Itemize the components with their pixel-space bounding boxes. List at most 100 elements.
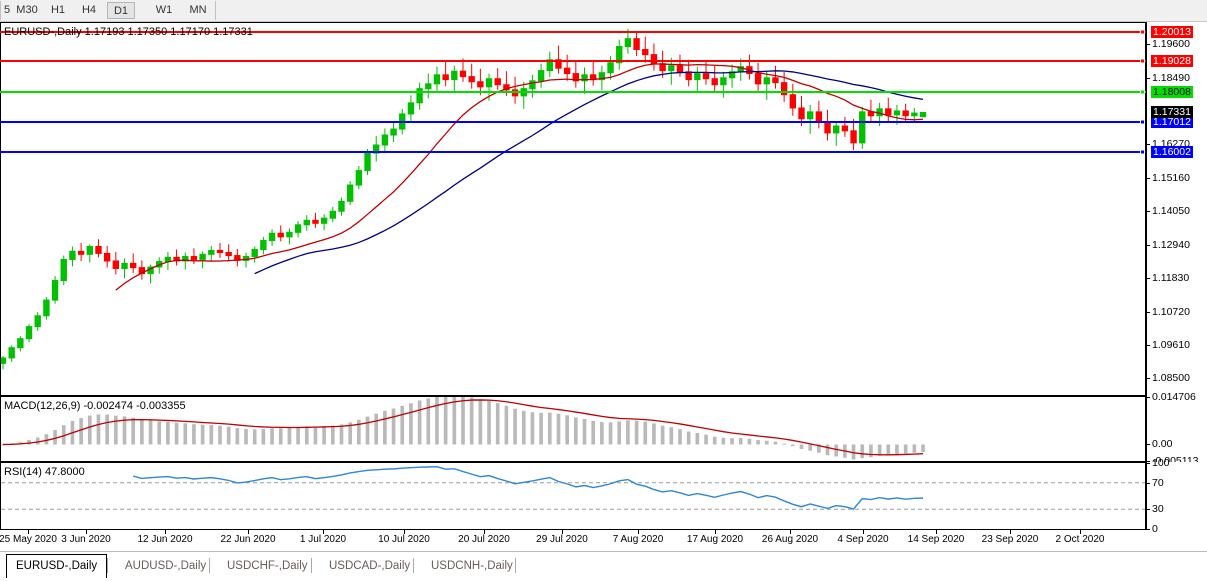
- macd-histogram-bar: [513, 408, 517, 445]
- macd-histogram-bar: [617, 421, 622, 445]
- candle-body: [885, 108, 892, 116]
- price-tick-label: 1.12940: [1152, 238, 1190, 251]
- date-axis[interactable]: 25 May 2020 3 Jun 2020 12 Jun 2020 22 Jun 2…: [0, 530, 1146, 550]
- timeframe-button-h1[interactable]: H1: [50, 4, 66, 16]
- candle-body: [633, 38, 640, 50]
- level-line-resistance[interactable]: [0, 60, 1146, 63]
- level-price-tag[interactable]: 1.20013: [1151, 25, 1193, 38]
- candle-body: [919, 111, 927, 118]
- macd-signal-line: [2, 399, 924, 456]
- date-tick-label: 22 Jun 2020: [220, 534, 276, 545]
- candle-body: [624, 38, 632, 47]
- candle-body: [451, 70, 458, 81]
- level-price-tag[interactable]: 1.18008: [1151, 86, 1193, 99]
- level-line-handle[interactable]: [1140, 119, 1145, 125]
- timeframe-button-h4[interactable]: H4: [81, 4, 97, 16]
- macd-histogram-bar: [799, 444, 804, 450]
- timeframe-button-mn[interactable]: MN: [189, 4, 207, 16]
- macd-histogram-bar: [61, 425, 66, 445]
- candle-body: [572, 73, 580, 82]
- symbol-tab-eurusd[interactable]: EURUSD-,Daily: [6, 554, 108, 578]
- date-tick: [28, 530, 29, 534]
- level-line-handle[interactable]: [1140, 89, 1145, 95]
- candle-body: [242, 255, 250, 261]
- macd-histogram-bar: [495, 403, 500, 445]
- macd-histogram-bar: [461, 397, 465, 445]
- timeframe-button-m30[interactable]: M30: [16, 4, 38, 16]
- rsi-axis: 100 70 30 0: [1146, 457, 1207, 535]
- macd-histogram-bar: [591, 420, 596, 445]
- candle-body: [694, 73, 701, 81]
- toolbar-separator: [0, 1, 1, 20]
- macd-histogram-bar: [695, 433, 700, 445]
- level-line-pivot[interactable]: [0, 91, 1146, 94]
- symbol-tab-usdchf[interactable]: USDCHF-,Daily: [227, 560, 308, 572]
- macd-histogram-bar: [53, 430, 57, 445]
- macd-histogram-bar: [348, 422, 352, 445]
- date-tick: [86, 530, 87, 534]
- timeframe-button-d1[interactable]: D1: [107, 2, 135, 19]
- macd-histogram-bar: [244, 429, 248, 445]
- macd-histogram-bar: [764, 440, 769, 445]
- timeframe-button-w1[interactable]: W1: [155, 4, 173, 16]
- candle-body: [581, 74, 588, 82]
- price-chart-panel[interactable]: [0, 22, 1146, 396]
- candle-body: [607, 62, 614, 74]
- candle-body: [346, 184, 354, 202]
- level-line-handle[interactable]: [1140, 29, 1145, 35]
- macd-panel[interactable]: [0, 396, 1146, 462]
- price-tick-label: 1.19600: [1152, 38, 1190, 51]
- level-line-handle[interactable]: [1140, 58, 1145, 64]
- candle-body: [268, 232, 276, 241]
- date-tick-label: 17 Aug 2020: [686, 534, 744, 545]
- price-axis[interactable]: 1.19600 1.18490 1.16270 1.15160 1.14050 1.129…: [1146, 22, 1207, 396]
- level-line-resistance[interactable]: [0, 30, 1146, 33]
- macd-histogram-bar: [643, 421, 648, 445]
- candle-body: [529, 80, 536, 90]
- candle-body: [780, 82, 788, 96]
- date-tick-label: 23 Sep 2020: [981, 534, 1039, 545]
- timeframe-button-5[interactable]: 5: [3, 4, 11, 16]
- candle-body: [260, 239, 267, 251]
- level-line-handle[interactable]: [1140, 149, 1145, 155]
- macd-histogram-bar: [487, 400, 491, 445]
- macd-histogram-bar: [704, 434, 708, 445]
- date-tick-label: 14 Sep 2020: [907, 534, 965, 545]
- date-tick-label: 25 May 2020: [0, 534, 57, 545]
- candle-body: [8, 347, 15, 359]
- symbol-tab-audusd[interactable]: AUDUSD-,Daily: [125, 560, 207, 572]
- macd-histogram-bar: [817, 444, 821, 453]
- macd-histogram-bar: [226, 426, 231, 445]
- macd-histogram-bar: [252, 429, 257, 445]
- macd-histogram-bar: [626, 420, 630, 445]
- candle-body: [911, 112, 918, 117]
- candle-body: [1, 357, 7, 364]
- rsi-tick-label: 30: [1152, 503, 1164, 516]
- candle-body: [494, 78, 501, 86]
- tab-separator: [311, 558, 312, 573]
- level-price-tag[interactable]: 1.16002: [1151, 146, 1193, 159]
- symbol-tab-usdcnh[interactable]: USDCNH-,Daily: [431, 560, 513, 572]
- level-line-support[interactable]: [0, 151, 1146, 154]
- candle-body: [763, 77, 770, 85]
- macd-histogram-bar: [521, 410, 526, 445]
- macd-histogram-bar: [200, 424, 205, 445]
- date-tick: [715, 530, 716, 534]
- macd-histogram-bar: [773, 441, 778, 445]
- macd-histogram-bar: [608, 422, 613, 445]
- candle-body: [893, 110, 901, 116]
- tab-separator: [209, 558, 210, 573]
- macd-histogram-bar: [556, 413, 561, 445]
- date-tick-label: 4 Sep 2020: [837, 534, 889, 545]
- level-line-support[interactable]: [0, 121, 1146, 124]
- price-tick: [1146, 144, 1150, 146]
- candle-body: [546, 59, 553, 72]
- symbol-tab-usdcad[interactable]: USDCAD-,Daily: [329, 560, 411, 572]
- rsi-panel[interactable]: [0, 462, 1146, 530]
- candle-body: [95, 246, 102, 254]
- date-tick-label: 7 Aug 2020: [612, 534, 664, 545]
- macd-histogram-bar: [738, 438, 743, 445]
- macd-histogram-bar: [235, 428, 240, 445]
- level-price-tag[interactable]: 1.17012: [1151, 116, 1193, 129]
- level-price-tag[interactable]: 1.19028: [1151, 55, 1193, 68]
